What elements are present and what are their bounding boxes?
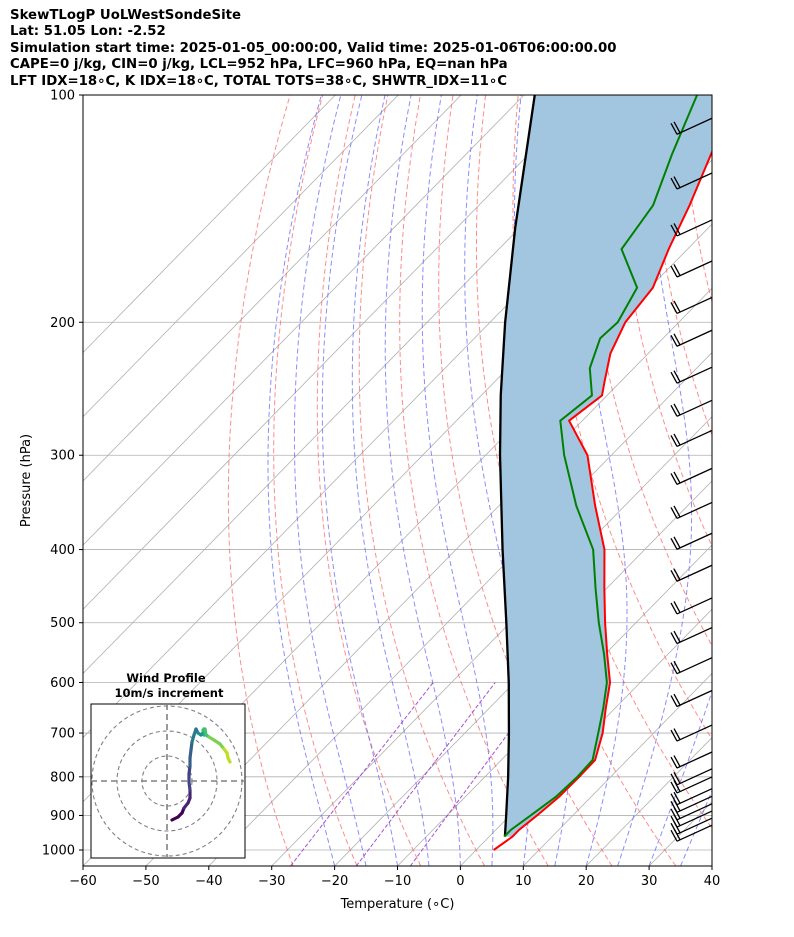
- mixing-ratio-line: [355, 682, 496, 866]
- data-layer: [493, 95, 712, 851]
- wind-barb: [670, 824, 713, 842]
- x-axis-label: Temperature (∘C): [340, 897, 455, 912]
- x-tick-label: −40: [195, 874, 222, 889]
- wind-barb: [670, 366, 713, 384]
- isotherm-line: [83, 95, 336, 354]
- dewpoint-line: [503, 95, 698, 838]
- wind-barb: [670, 429, 713, 447]
- wind-barb: [670, 689, 713, 708]
- x-tick-label: −20: [321, 874, 348, 889]
- parcel-profile-line: [498, 95, 536, 837]
- x-tick-label: 40: [704, 874, 721, 889]
- hodograph-subtitle: 10m/s increment: [115, 686, 224, 700]
- dry-adiabat-line: [680, 95, 712, 304]
- y-tick-label: 100: [50, 89, 75, 104]
- wind-barb: [670, 724, 713, 742]
- x-tick-label: −10: [384, 874, 411, 889]
- wind-barb: [670, 260, 713, 278]
- y-tick-label: 1000: [42, 844, 75, 859]
- moist-adiabat-line: [384, 95, 461, 866]
- moist-adiabat-line: [617, 95, 693, 866]
- chart-title: SkewTLogP UoLWestSondeSite: [10, 8, 242, 23]
- wind-barb: [670, 657, 713, 675]
- cape-line: CAPE=0 j/kg, CIN=0 j/kg, LCL=952 hPa, LF…: [10, 57, 508, 73]
- hodograph-title: Wind Profile: [126, 671, 206, 685]
- x-tick-label: 0: [456, 874, 464, 889]
- dry-adiabat-line: [399, 95, 549, 866]
- index-line: LFT IDX=18∘C, K IDX=18∘C, TOTAL TOTS=38∘…: [10, 73, 508, 89]
- wind-barbs: [670, 117, 713, 842]
- dry-adiabat-line: [227, 95, 294, 866]
- wind-barb: [670, 329, 713, 347]
- x-tick-label: −30: [258, 874, 285, 889]
- moist-adiabat-line: [680, 789, 712, 866]
- cin-shading: [500, 95, 712, 837]
- isotherm-line: [711, 865, 712, 866]
- dry-adiabat-line: [582, 95, 712, 647]
- y-axis-label: Pressure (hPa): [19, 434, 34, 527]
- dry-adiabat-line: [714, 95, 794, 866]
- moist-adiabat-line: [464, 95, 531, 866]
- moist-adiabat-line: [421, 95, 494, 866]
- moist-adiabat-line: [711, 864, 712, 866]
- dry-adiabat-line: [358, 95, 485, 866]
- wind-barb: [670, 296, 713, 315]
- x-tick-label: 30: [641, 874, 658, 889]
- wind-barb: [670, 751, 713, 769]
- y-tick-label: 400: [50, 543, 75, 558]
- moist-adiabat-line: [293, 95, 367, 866]
- moist-adiabat-line: [321, 95, 398, 866]
- wind-barb: [670, 776, 713, 794]
- y-tick-label: 700: [50, 727, 75, 742]
- isotherm-line: [83, 95, 525, 546]
- wind-barb: [670, 172, 713, 190]
- moist-adiabat-line: [648, 689, 712, 866]
- dry-adiabat-line: [746, 95, 794, 866]
- y-tick-label: 800: [50, 770, 75, 785]
- wind-barb: [670, 219, 713, 237]
- isotherm-line: [775, 95, 794, 866]
- x-tick-label: −60: [69, 874, 96, 889]
- wind-barb: [670, 467, 713, 485]
- x-tick-label: 10: [515, 874, 532, 889]
- wind-barb: [670, 626, 713, 645]
- isotherm-line: [271, 416, 712, 866]
- wind-barb: [670, 117, 713, 135]
- dry-adiabat-line: [779, 95, 794, 866]
- y-tick-label: 600: [50, 676, 75, 691]
- location-line: Lat: 51.05 Lon: -2.52: [10, 24, 166, 40]
- chart-header: SkewTLogP UoLWestSondeSite Lat: 51.05 Lo…: [10, 8, 617, 90]
- moist-adiabat-line: [743, 95, 794, 866]
- hodograph-segment: [226, 756, 232, 764]
- dry-adiabat-line: [273, 95, 358, 866]
- moist-adiabat-line: [267, 95, 336, 866]
- y-tick-label: 300: [50, 449, 75, 464]
- wind-barb: [670, 564, 713, 582]
- time-line: Simulation start time: 2025-01-05_00:00:…: [10, 40, 617, 56]
- moist-adiabat-line: [351, 95, 430, 866]
- y-tick-label: 500: [50, 616, 75, 631]
- isotherm-line: [523, 672, 712, 866]
- wind-barb: [670, 399, 713, 417]
- isotherm-line: [334, 480, 712, 866]
- x-tick-label: 20: [578, 874, 595, 889]
- temperature-line: [493, 149, 712, 851]
- wind-barb: [670, 501, 713, 520]
- isotherm-line: [83, 95, 399, 418]
- wind-barb: [670, 597, 713, 615]
- dry-adiabat-line: [615, 95, 712, 548]
- moist-adiabat-line: [573, 95, 628, 866]
- x-tick-label: −50: [132, 874, 159, 889]
- wind-barb: [670, 788, 713, 806]
- dry-adiabat-line: [512, 95, 712, 830]
- wind-barb: [670, 532, 713, 550]
- mixing-ratio-line: [290, 682, 434, 866]
- y-tick-label: 200: [50, 316, 75, 331]
- y-tick-label: 900: [50, 809, 75, 824]
- isotherm-line: [83, 95, 588, 610]
